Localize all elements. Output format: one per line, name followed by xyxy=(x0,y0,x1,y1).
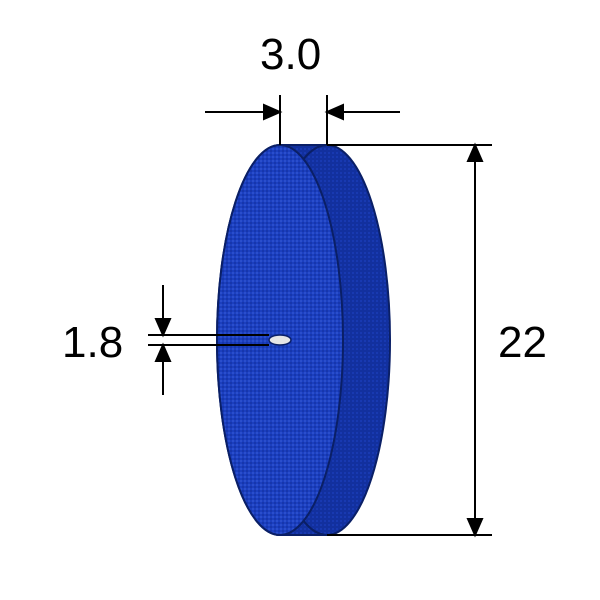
disc-body xyxy=(217,145,390,535)
drawing-svg xyxy=(0,0,600,600)
dimension-thickness xyxy=(205,95,400,145)
label-diameter: 22 xyxy=(498,318,547,368)
label-hole: 1.8 xyxy=(62,318,123,368)
technical-drawing: 3.0 22 1.8 xyxy=(0,0,600,600)
label-thickness: 3.0 xyxy=(260,30,321,80)
center-hole xyxy=(269,335,291,345)
